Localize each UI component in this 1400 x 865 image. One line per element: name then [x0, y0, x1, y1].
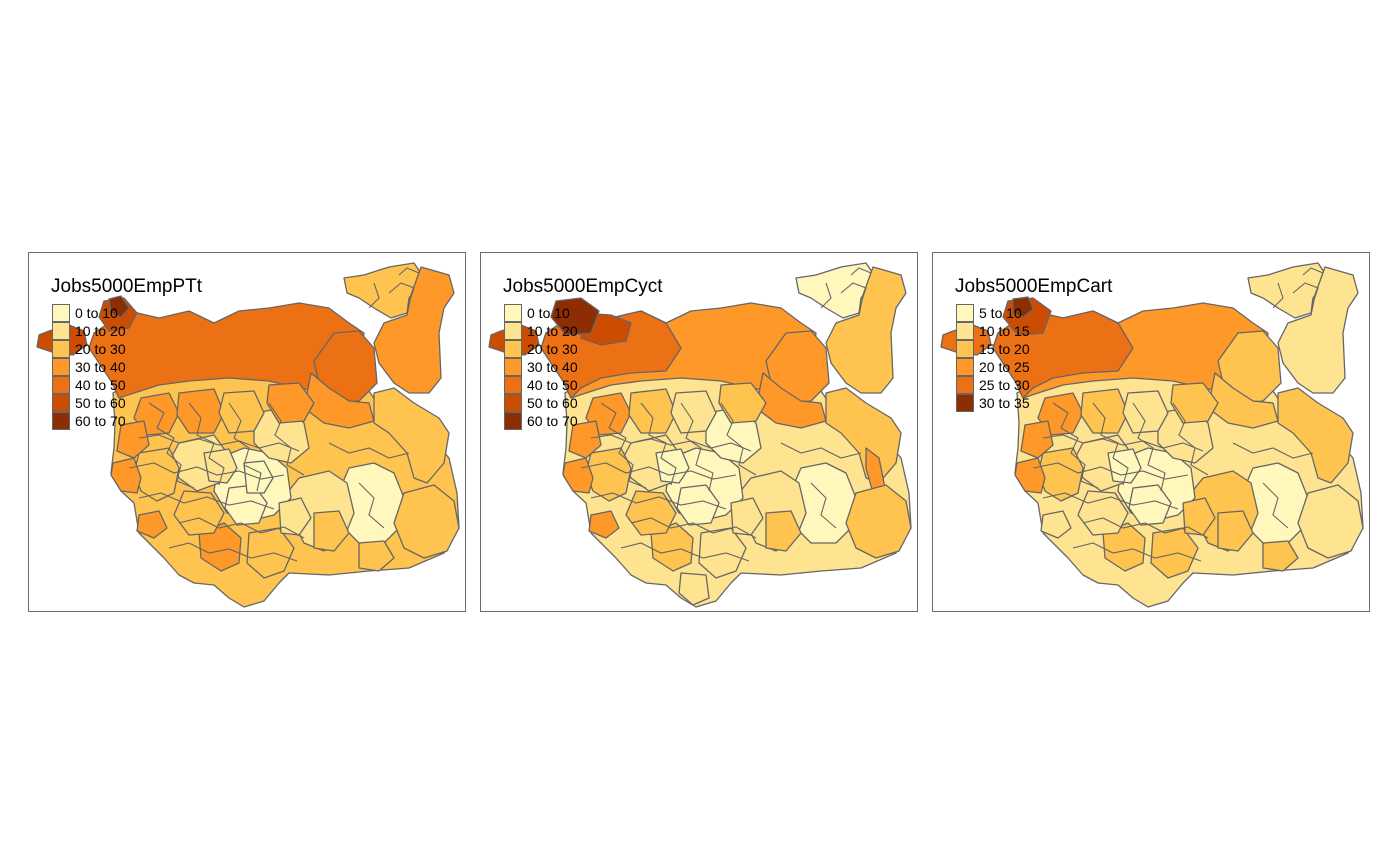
legend-label: 10 to 15	[979, 323, 1030, 339]
legend-swatch	[504, 358, 522, 376]
legend-swatch	[956, 304, 974, 322]
legend-swatch	[52, 376, 70, 394]
legend-swatch	[504, 412, 522, 430]
legend-label: 40 to 50	[527, 377, 578, 393]
legend-label: 20 to 25	[979, 359, 1030, 375]
choropleth-map	[36, 262, 460, 608]
map-panel-emp-cycle: Jobs5000EmpCyct 0 to 10 10 to 20 20 to 3…	[480, 252, 918, 612]
map-title: Jobs5000EmpCyct	[503, 276, 663, 297]
map-title: Jobs5000EmpCart	[955, 276, 1113, 297]
map-panel-emp-pt: Jobs5000EmpPTt 0 to 10 10 to 20 20 to 30…	[28, 252, 466, 612]
legend-swatch	[504, 376, 522, 394]
legend-swatch	[52, 358, 70, 376]
legend-label: 60 to 70	[527, 413, 578, 429]
legend-label: 20 to 30	[75, 341, 126, 357]
legend-swatch	[504, 340, 522, 358]
legend-label: 30 to 40	[75, 359, 126, 375]
legend-label: 60 to 70	[75, 413, 126, 429]
legend-swatch	[52, 304, 70, 322]
choropleth-map	[488, 262, 912, 608]
legend-label: 15 to 20	[979, 341, 1030, 357]
legend-swatch	[52, 412, 70, 430]
legend-swatch	[956, 340, 974, 358]
legend-swatch	[956, 376, 974, 394]
map-panel-emp-car: Jobs5000EmpCart 5 to 10 10 to 15 15 to 2…	[932, 252, 1370, 612]
legend-swatch	[52, 322, 70, 340]
legend-swatch	[956, 394, 974, 412]
map-title: Jobs5000EmpPTt	[51, 276, 203, 297]
legend-swatch	[52, 340, 70, 358]
legend-label: 50 to 60	[75, 395, 126, 411]
legend-label: 5 to 10	[979, 305, 1022, 321]
legend-label: 10 to 20	[527, 323, 578, 339]
legend-label: 30 to 35	[979, 395, 1030, 411]
legend-label: 40 to 50	[75, 377, 126, 393]
legend-swatch	[504, 304, 522, 322]
legend-label: 0 to 10	[527, 305, 570, 321]
legend-label: 0 to 10	[75, 305, 118, 321]
legend-swatch	[504, 394, 522, 412]
legend-label: 50 to 60	[527, 395, 578, 411]
legend-label: 30 to 40	[527, 359, 578, 375]
legend-swatch	[956, 322, 974, 340]
legend-label: 10 to 20	[75, 323, 126, 339]
choropleth-map	[940, 262, 1364, 608]
legend-swatch	[504, 322, 522, 340]
legend-label: 25 to 30	[979, 377, 1030, 393]
legend-label: 20 to 30	[527, 341, 578, 357]
legend-swatch	[956, 358, 974, 376]
legend-swatch	[52, 394, 70, 412]
